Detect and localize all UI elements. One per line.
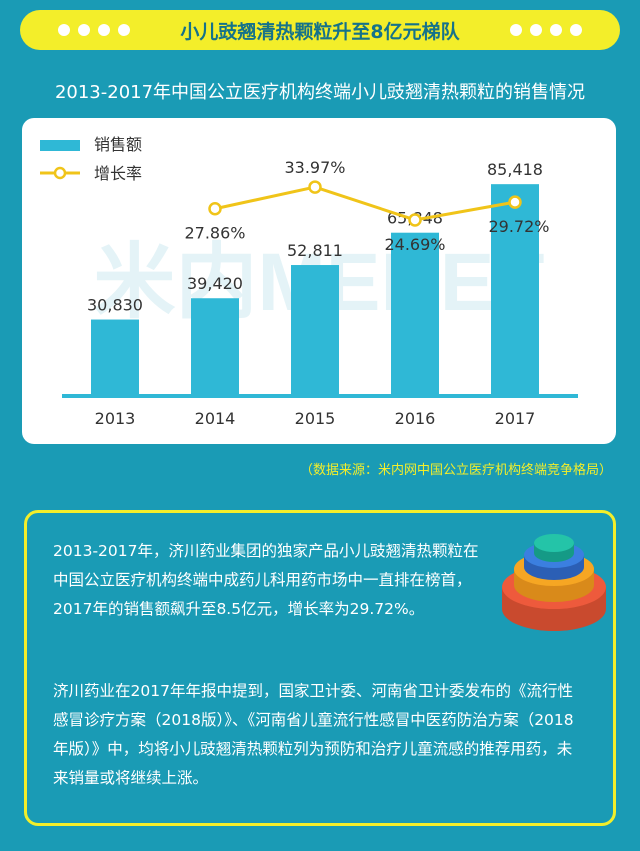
bar-2013 [91,319,139,396]
bar-label-2013: 30,830 [87,296,143,315]
dot [550,24,562,36]
summary-paragraph-2: 济川药业在2017年年报中提到，国家卫计委、河南省卫计委发布的《流行性感冒诊疗方… [53,682,574,787]
growth-line [214,185,516,222]
bar-2015 [291,265,339,396]
bar-2017 [491,184,539,396]
bar-2014 [191,298,239,396]
dot [58,24,70,36]
growth-label-2017: 29.72% [488,217,549,236]
legend-bar-label: 销售额 [94,135,142,154]
title-banner: 小儿豉翘清热颗粒升至8亿元梯队 [20,10,620,50]
dot [570,24,582,36]
stacked-discs-icon [502,534,606,631]
dot [530,24,542,36]
dot [118,24,130,36]
dot [78,24,90,36]
x-tick-2016: 2016 [395,409,436,428]
banner-dots-right [510,24,582,36]
summary-box: 2013-2017年，济川药业集团的独家产品小儿豉翘清热颗粒在中国公立医疗机构终… [24,510,616,826]
dot [98,24,110,36]
growth-label-2014: 27.86% [184,224,245,243]
bar-label-2017: 85,418 [487,160,543,179]
growth-point-2017 [508,195,522,209]
bar-2016 [391,232,439,396]
x-tick-2017: 2017 [495,409,536,428]
legend-bar-swatch [40,140,80,151]
summary-paragraph-1: 2013-2017年，济川药业集团的独家产品小儿豉翘清热颗粒在中国公立医疗机构终… [53,542,479,618]
x-tick-2014: 2014 [195,409,236,428]
x-tick-2013: 2013 [95,409,136,428]
x-tick-2015: 2015 [295,409,336,428]
growth-point-2016 [408,213,422,227]
chart-card: 米内MENET30,830201339,420201452,811201565,… [22,118,616,444]
growth-point-2014 [208,201,222,216]
bar-label-2014: 39,420 [187,274,243,293]
banner-dots-left [58,24,130,36]
source-note: （数据来源：米内网中国公立医疗机构终端竞争格局） [299,463,612,478]
legend-line-label: 增长率 [94,164,142,183]
banner-title: 小儿豉翘清热颗粒升至8亿元梯队 [180,20,460,43]
chart-heading: 2013-2017年中国公立医疗机构终端小儿豉翘清热颗粒的销售情况 [54,82,586,103]
dot [510,24,522,36]
legend-line-marker [53,166,67,180]
sales-chart: 米内MENET30,830201339,420201452,811201565,… [40,135,578,428]
growth-point-2015 [308,180,322,194]
bar-label-2015: 52,811 [287,241,343,260]
growth-label-2016: 24.69% [384,235,445,254]
growth-label-2015: 33.97% [284,158,345,177]
